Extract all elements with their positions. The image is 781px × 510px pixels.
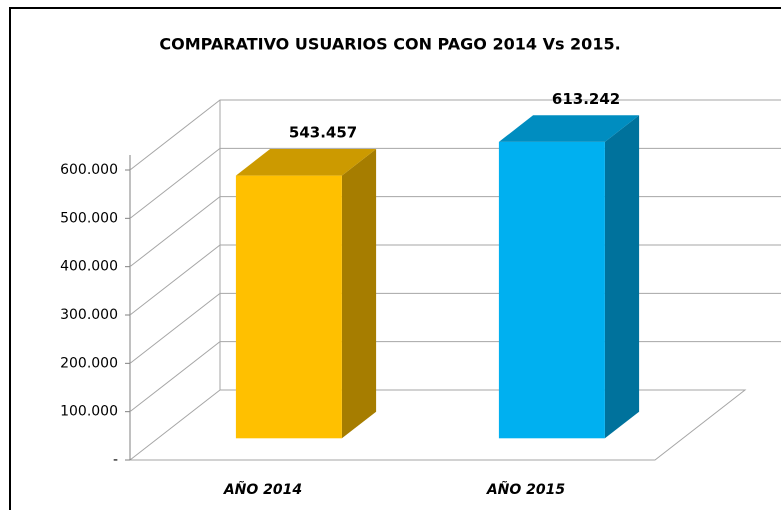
bar-top	[498, 115, 640, 142]
y-tick-label: 600.000	[60, 162, 118, 178]
bar-side	[341, 149, 377, 439]
data-label: 613.242	[552, 90, 620, 108]
x-tick-label: AÑO 2014	[223, 481, 302, 498]
x-tick-label: AÑO 2015	[486, 481, 566, 498]
bar	[235, 175, 342, 439]
grid-line	[129, 99, 781, 171]
chart-title: COMPARATIVO USUARIOS CON PAGO 2014 Vs 20…	[159, 35, 620, 54]
floor	[128, 389, 747, 461]
chart-border	[9, 7, 781, 510]
y-tick-label: 500.000	[60, 210, 118, 226]
y-tick-label: -	[113, 452, 118, 468]
y-tick-label: 100.000	[60, 404, 118, 420]
y-tick-label: 300.000	[60, 307, 118, 323]
y-tick-label: 200.000	[60, 355, 118, 371]
data-label: 543.457	[289, 124, 357, 142]
y-tick-label: 400.000	[60, 259, 118, 275]
bar-top	[235, 149, 377, 176]
bar	[498, 141, 605, 439]
bar-side	[604, 115, 640, 439]
